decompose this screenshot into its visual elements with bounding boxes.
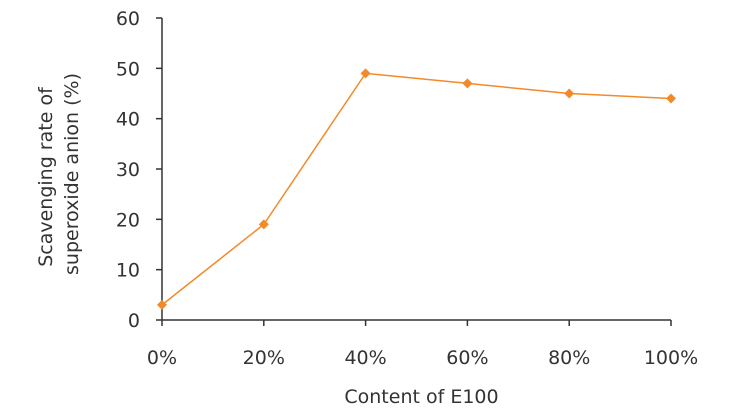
data-point-marker: [157, 299, 167, 310]
x-tick-label: 100%: [644, 347, 698, 369]
y-tick-label: 0: [128, 310, 140, 332]
x-ticks: 0% 20% 40% 60% 80% 100%: [147, 320, 698, 369]
y-tick-label: 10: [116, 260, 140, 282]
y-tick-label: 60: [116, 8, 140, 30]
axes: [161, 18, 671, 321]
x-tick-label: 60%: [446, 347, 488, 369]
y-axis-label-line-2: superoxide anion (%): [61, 73, 83, 275]
x-tick-label: 20%: [243, 347, 285, 369]
series: [157, 68, 676, 310]
y-tick-label: 30: [116, 159, 140, 181]
y-tick-label: 50: [116, 58, 140, 80]
x-tick-label: 80%: [548, 347, 590, 369]
y-tick-label: 20: [116, 209, 140, 231]
x-tick-label: 0%: [147, 347, 177, 369]
data-point-marker: [360, 68, 371, 79]
axis-labels: Content of E100 Scavenging rate of super…: [35, 73, 499, 408]
data-point-marker: [666, 93, 676, 104]
data-point-marker: [462, 78, 473, 89]
y-tick-label: 40: [116, 109, 140, 131]
x-axis-label: Content of E100: [344, 386, 498, 408]
x-tick-label: 40%: [344, 347, 386, 369]
y-ticks: 0 10 20 30 40 50 60: [116, 8, 162, 332]
data-point-marker: [564, 88, 575, 99]
series-line: [161, 72, 672, 306]
y-axis-label-line-1: Scavenging rate of: [35, 86, 57, 267]
y-axis-label: Scavenging rate of superoxide anion (%): [35, 73, 83, 275]
data-point-marker: [258, 219, 269, 230]
